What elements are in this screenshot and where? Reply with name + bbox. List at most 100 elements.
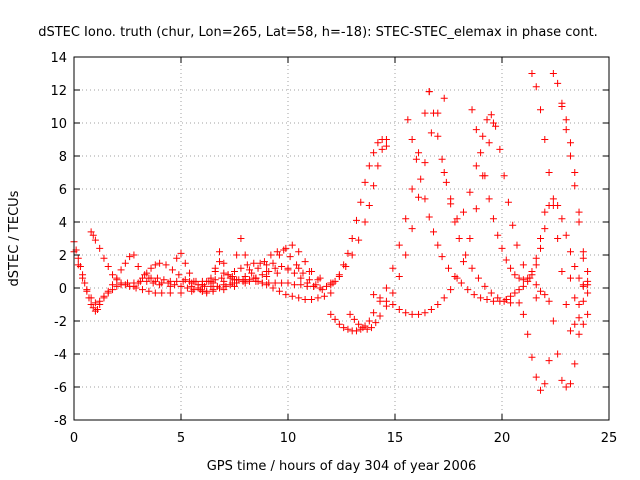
data-point <box>370 182 378 190</box>
data-point <box>293 261 301 269</box>
data-point <box>91 236 99 244</box>
plot-frame <box>73 56 610 421</box>
data-point <box>134 263 142 271</box>
data-point <box>566 152 574 160</box>
data-point <box>447 195 455 203</box>
data-point <box>89 231 97 239</box>
data-point <box>545 297 553 305</box>
data-point <box>442 178 450 186</box>
data-point <box>81 279 89 287</box>
data-point <box>477 294 485 302</box>
data-point <box>541 291 549 299</box>
data-point <box>421 195 429 203</box>
data-point <box>346 310 354 318</box>
data-point <box>211 268 219 275</box>
data-point <box>335 320 343 328</box>
data-point <box>470 291 478 299</box>
data-point <box>96 297 104 305</box>
data-point <box>496 145 504 153</box>
data-point <box>295 294 303 302</box>
data-point <box>130 282 138 290</box>
y-tick-label: 10 <box>50 117 67 132</box>
data-series <box>532 268 592 391</box>
data-point <box>417 175 425 183</box>
data-point <box>181 259 189 267</box>
data-point <box>177 249 185 257</box>
data-point <box>355 236 363 244</box>
data-point <box>267 251 275 259</box>
data-point <box>151 277 159 285</box>
data-point <box>566 248 574 256</box>
data-point <box>288 292 296 300</box>
data-point <box>402 215 410 223</box>
data-point <box>177 282 185 290</box>
data-point <box>310 282 318 290</box>
data-point <box>532 261 540 269</box>
x-tick-label: 0 <box>70 431 78 446</box>
data-point <box>434 301 442 308</box>
data-point <box>314 276 322 284</box>
data-point <box>209 286 217 294</box>
data-point <box>233 276 241 284</box>
data-point <box>348 235 356 242</box>
data-point <box>348 251 356 259</box>
data-point <box>549 70 557 77</box>
data-point <box>415 149 423 157</box>
x-tick-label: 10 <box>280 431 297 446</box>
data-point <box>507 292 515 300</box>
data-point <box>138 286 146 294</box>
data-point <box>145 287 153 295</box>
data-point <box>323 282 331 290</box>
data-point <box>100 254 108 262</box>
data-point <box>528 70 536 77</box>
data-point <box>487 289 495 297</box>
data-point <box>427 129 435 137</box>
y-tick-label: 4 <box>59 216 67 231</box>
data-point <box>316 284 324 292</box>
data-point <box>549 317 557 325</box>
data-point <box>340 324 348 332</box>
data-point <box>566 380 574 388</box>
data-point <box>575 301 583 308</box>
data-point <box>584 268 592 275</box>
data-point <box>297 274 305 282</box>
y-tick-label: 14 <box>50 51 67 66</box>
data-point <box>579 248 587 256</box>
data-point <box>355 320 363 328</box>
data-point <box>483 296 491 304</box>
data-point <box>273 269 281 277</box>
data-point <box>459 208 467 216</box>
data-point <box>290 269 298 277</box>
data-point <box>216 248 224 256</box>
data-point <box>376 294 384 302</box>
x-axis-label: GPS time / hours of day 304 of year 2006 <box>207 459 477 474</box>
data-point <box>158 289 166 297</box>
data-point <box>515 286 523 294</box>
data-point <box>331 277 339 285</box>
data-point <box>278 263 286 271</box>
data-point <box>344 249 352 257</box>
x-tick-label: 25 <box>601 431 618 446</box>
data-point <box>370 149 378 157</box>
x-tick-label: 20 <box>494 431 511 446</box>
data-point <box>143 269 151 277</box>
data-point <box>492 122 500 130</box>
data-point <box>203 289 211 297</box>
data-point <box>265 268 273 275</box>
data-point <box>198 281 206 289</box>
data-point <box>584 289 592 297</box>
data-point <box>308 268 316 275</box>
data-series <box>549 70 592 289</box>
data-point <box>378 145 386 153</box>
data-point <box>438 253 446 261</box>
data-points <box>70 70 592 394</box>
data-point <box>284 279 292 287</box>
grid-lines <box>74 57 609 420</box>
data-point <box>481 282 489 290</box>
data-point <box>558 376 566 384</box>
data-point <box>421 109 429 117</box>
data-point <box>299 269 307 277</box>
data-point <box>455 235 463 242</box>
data-point <box>151 261 159 269</box>
